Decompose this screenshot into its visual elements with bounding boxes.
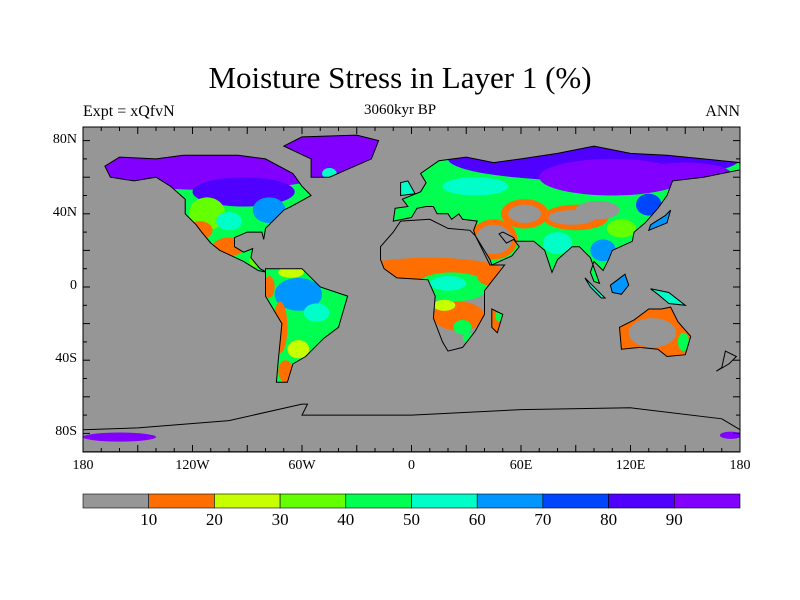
coastline: [265, 268, 349, 383]
coastline: [650, 288, 688, 306]
lat-label: 40N: [52, 204, 77, 220]
plot-subtitle: 3060kyr BP: [363, 102, 437, 118]
colorbar-label: 90: [665, 510, 683, 529]
moisture-region: [542, 232, 573, 255]
moisture-region: [216, 211, 242, 231]
colorbar-label: 20: [205, 510, 223, 529]
landmass-africa: [380, 219, 505, 352]
moisture-region: [278, 268, 304, 278]
coastline: [392, 145, 741, 285]
moisture-region: [442, 177, 509, 196]
coastline: [104, 154, 312, 273]
colorbar-box: [411, 493, 478, 509]
colorbar-label: 40: [337, 510, 355, 529]
colorbar-box: [82, 493, 149, 509]
landmass-japan: [648, 210, 671, 231]
lon-label: 120W: [175, 458, 210, 473]
colorbar-label: 10: [140, 510, 158, 529]
coastline: [282, 134, 380, 178]
season-label: ANN: [705, 103, 740, 120]
colorbar-box: [279, 493, 347, 509]
lat-label: 80S: [55, 424, 77, 440]
lon-label: 0: [408, 458, 415, 473]
landmass-antarctica: [83, 404, 740, 452]
lon-label: 60W: [288, 458, 316, 473]
moisture-region: [104, 155, 312, 191]
colorbar-label: 80: [600, 510, 618, 529]
coastline: [647, 209, 672, 232]
coastline: [716, 350, 738, 372]
moisture-region: [590, 239, 616, 262]
moisture-region: [274, 277, 323, 311]
experiment-label: Expt = xQfvN: [83, 103, 175, 120]
colorbar-box: [673, 493, 741, 509]
landmass-australia: [619, 307, 691, 357]
colorbar-box: [214, 493, 281, 509]
moisture-region: [575, 200, 620, 220]
colorbar-box: [608, 493, 675, 509]
colorbar-label: 30: [271, 510, 289, 529]
colorbar-box: [476, 493, 544, 509]
moisture-region: [265, 276, 275, 298]
moisture-region: [635, 193, 662, 216]
moisture-region: [287, 340, 310, 359]
moisture-region: [628, 318, 677, 348]
lon-label: 180: [72, 458, 94, 473]
lon-label: 120E: [615, 458, 646, 473]
colorbar-label: 50: [403, 510, 420, 529]
colorbar-box: [148, 493, 215, 509]
plot-title: Moisture Stress in Layer 1 (%): [208, 60, 592, 95]
lon-label: 60E: [509, 458, 533, 473]
moisture-region: [508, 204, 542, 223]
coastline: [618, 306, 692, 358]
lat-label: 80N: [52, 131, 77, 147]
landmass-new-guinea: [650, 288, 686, 306]
landmass-borneo: [610, 274, 629, 295]
moisture-region: [303, 303, 330, 322]
coastline: [400, 180, 416, 197]
moisture-region: [606, 219, 636, 238]
lat-label: 40S: [55, 351, 77, 367]
colorbar-box: [345, 493, 412, 509]
coastline: [609, 273, 630, 295]
coastline: [491, 308, 504, 334]
moisture-region: [719, 431, 740, 439]
landmass-new-zealand: [716, 351, 737, 372]
moisture-region: [677, 332, 689, 352]
moisture-region: [433, 299, 456, 311]
landmass-south-america: [265, 268, 348, 383]
lon-label: 180: [729, 458, 751, 473]
moisture-region: [453, 319, 472, 335]
colorbar-box: [542, 493, 609, 509]
coastline: [380, 218, 506, 352]
coastline: [584, 277, 607, 299]
colorbar-label: 60: [468, 510, 486, 529]
moisture-region: [83, 432, 156, 442]
landmass-uk: [400, 180, 416, 196]
lat-label: 0: [70, 278, 77, 293]
moisture-region: [429, 276, 467, 291]
colorbar-label: 70: [534, 510, 552, 529]
